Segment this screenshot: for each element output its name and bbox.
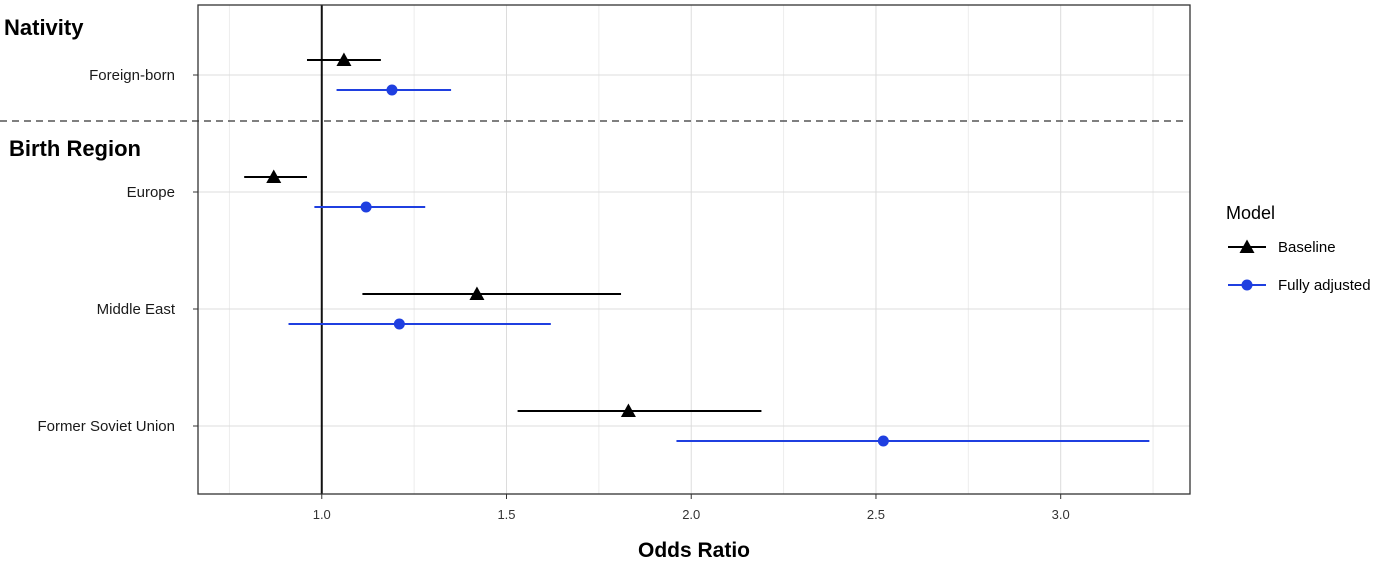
fully-adjusted-former-soviet-union-point bbox=[877, 435, 889, 447]
x-tick-label: 3.0 bbox=[1052, 507, 1070, 522]
category-label-former-soviet-union: Former Soviet Union bbox=[37, 418, 175, 435]
plot-panel-border bbox=[197, 4, 1191, 495]
category-label-europe: Europe bbox=[127, 184, 175, 201]
gridlines bbox=[198, 5, 1190, 494]
legend: Model Baseline Fully adjusted bbox=[1226, 203, 1371, 294]
fully-adjusted-europe-point bbox=[360, 201, 372, 213]
baseline-former-soviet-union-point bbox=[620, 403, 636, 417]
x-tick-label: 2.0 bbox=[682, 507, 700, 522]
axis-ticks: 1.0 1.5 2.0 2.5 3.0 bbox=[313, 494, 1070, 522]
fully-adjusted-foreign-born-point bbox=[386, 84, 398, 96]
legend-title: Model bbox=[1226, 203, 1275, 223]
section-heading-birth-region: Birth Region bbox=[9, 136, 141, 161]
baseline-europe-point bbox=[266, 169, 282, 183]
x-axis-title: Odds Ratio bbox=[638, 539, 750, 561]
legend-key-marker-baseline bbox=[1239, 239, 1255, 253]
section-heading-nativity: Nativity bbox=[4, 15, 84, 40]
category-label-foreign-born: Foreign-born bbox=[89, 67, 175, 84]
data-marks bbox=[244, 52, 1150, 447]
legend-label-fully-adjusted: Fully adjusted bbox=[1278, 277, 1371, 294]
fully-adjusted-middle-east-point bbox=[393, 318, 405, 330]
x-tick-label: 2.5 bbox=[867, 507, 885, 522]
x-tick-label: 1.0 bbox=[313, 507, 331, 522]
baseline-middle-east-point bbox=[469, 286, 485, 300]
legend-key-marker-fully-adjusted bbox=[1241, 279, 1253, 291]
legend-items: Baseline Fully adjusted bbox=[1228, 239, 1371, 294]
category-label-middle-east: Middle East bbox=[97, 301, 176, 318]
legend-label-baseline: Baseline bbox=[1278, 239, 1336, 256]
x-tick-label: 1.5 bbox=[497, 507, 515, 522]
y-axis-labels: Foreign-born Europe Middle East Former Sovi… bbox=[37, 67, 198, 435]
baseline-foreign-born-point bbox=[336, 52, 352, 66]
